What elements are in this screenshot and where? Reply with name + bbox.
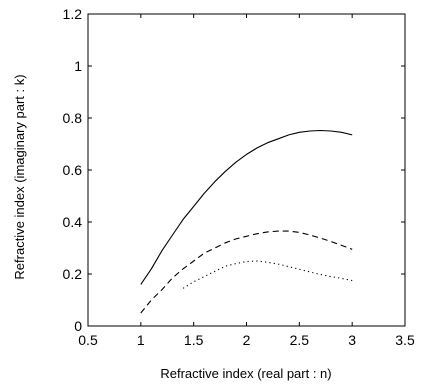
y-tick-label: 0.8 bbox=[63, 110, 83, 126]
plot-frame bbox=[87, 13, 406, 327]
y-tick-label: 0 bbox=[74, 318, 82, 334]
y-tick-label: 1.2 bbox=[63, 6, 83, 22]
x-axis-label: Refractive index (real part : n) bbox=[160, 366, 331, 381]
x-tick-label: 0.5 bbox=[78, 332, 98, 348]
y-tick-label: 1 bbox=[74, 58, 82, 74]
y-tick-label: 0.6 bbox=[63, 162, 83, 178]
ticks-layer: 0.5 1 1.5 2 2.5 3 3.5 0 0.2 0.4 0.6 0.8 1 1.2 bbox=[63, 6, 415, 348]
x-tick-label: 2.5 bbox=[290, 332, 310, 348]
y-tick-label: 0.2 bbox=[63, 266, 83, 282]
x-tick-label: 1.5 bbox=[184, 332, 204, 348]
y-axis-label: Refractive index (imaginary part : k) bbox=[12, 74, 27, 279]
x-tick-label: 1 bbox=[137, 332, 145, 348]
x-tick-label: 3 bbox=[348, 332, 356, 348]
series-line-dotted bbox=[182, 260, 353, 289]
y-tick-label: 0.4 bbox=[63, 214, 83, 230]
x-tick-label: 3.5 bbox=[395, 332, 415, 348]
series-line-dashed bbox=[140, 230, 353, 314]
series-layer bbox=[140, 129, 353, 314]
series-line-solid bbox=[140, 129, 353, 285]
x-tick-label: 2 bbox=[243, 332, 251, 348]
plot-area bbox=[87, 13, 406, 327]
